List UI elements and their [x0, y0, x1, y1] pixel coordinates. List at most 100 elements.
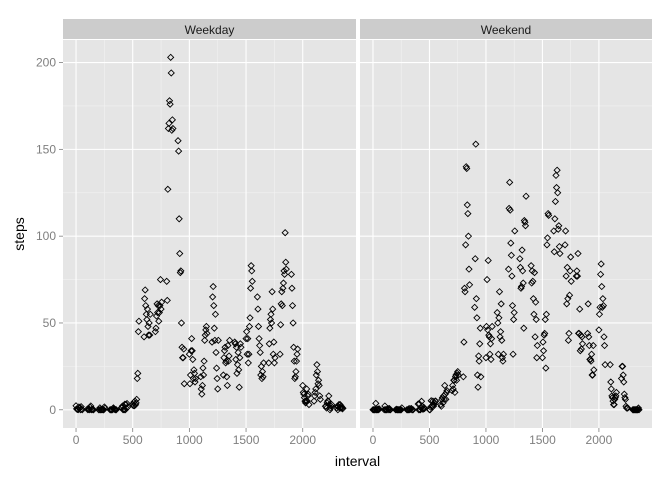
data-point-weekday: [258, 374, 266, 383]
data-point-weekday: [299, 381, 307, 390]
data-point-weekday: [133, 374, 141, 383]
data-point-weekday: [271, 354, 279, 362]
data-point-weekend: [595, 326, 603, 334]
data-point-weekend: [533, 341, 541, 350]
data-point-weekday: [242, 334, 250, 343]
strip-label-weekend: Weekend: [481, 23, 531, 37]
data-point-weekend: [494, 350, 503, 358]
data-point-weekend: [596, 270, 605, 278]
data-point-weekend: [541, 329, 549, 338]
data-point-weekend: [519, 279, 527, 287]
data-point-weekend: [476, 324, 484, 332]
panel-weekend: Weekend 0 500 1000 1500 2000: [360, 19, 652, 447]
x-tick-label: 500: [419, 433, 439, 447]
data-point-weekday: [222, 357, 230, 365]
data-point-weekday: [210, 324, 218, 332]
data-point-weekday: [243, 350, 251, 358]
data-point-weekend: [459, 373, 467, 381]
data-point-weekday: [280, 267, 288, 275]
data-point-weekend: [618, 362, 627, 371]
data-point-weekday: [268, 288, 276, 296]
data-point-weekday: [278, 301, 286, 310]
data-point-weekend: [587, 357, 595, 365]
data-point-weekday: [248, 267, 256, 275]
data-point-weekend: [599, 301, 608, 310]
x-tick-label: 500: [123, 433, 143, 447]
data-point-weekday: [235, 366, 243, 374]
data-point-weekend: [578, 340, 587, 348]
data-point-weekend: [561, 227, 570, 235]
data-point-weekend: [496, 328, 505, 336]
data-point-weekday: [179, 354, 187, 362]
data-point-weekday: [180, 345, 188, 353]
data-point-weekend: [607, 378, 615, 386]
data-point-weekend: [545, 211, 553, 219]
data-point-weekday: [199, 364, 207, 372]
y-axis-tick-labels: 0 50 100 150 200: [36, 56, 63, 417]
data-point-weekday: [156, 275, 165, 284]
data-point-weekend: [460, 338, 468, 346]
y-tick-label: 200: [36, 56, 56, 70]
data-point-weekend: [532, 315, 540, 324]
data-point-weekend: [454, 371, 462, 379]
data-point-weekday: [154, 308, 162, 317]
data-point-weekday: [225, 336, 234, 344]
data-point-weekday: [77, 403, 85, 411]
data-point-weekday: [169, 124, 177, 133]
data-point-weekday: [254, 305, 262, 313]
data-point-weekend: [521, 218, 529, 226]
data-point-weekend: [506, 206, 514, 214]
data-point-weekend: [471, 255, 479, 263]
y-tick-label: 150: [36, 142, 56, 156]
data-point-weekday: [202, 322, 211, 331]
data-point-weekend: [516, 255, 524, 263]
data-point-weekday: [141, 286, 149, 294]
data-point-weekday: [188, 334, 196, 343]
data-point-weekend: [589, 371, 597, 379]
data-point-weekday: [231, 340, 239, 348]
data-point-weekday: [221, 343, 229, 351]
data-point-weekend: [499, 357, 507, 365]
data-point-weekend: [432, 397, 440, 405]
data-point-weekday: [134, 369, 142, 377]
data-point-weekend: [473, 371, 482, 379]
data-point-weekday: [211, 310, 220, 318]
data-point-weekday: [212, 364, 221, 372]
data-point-weekend: [507, 239, 515, 247]
data-point-weekend: [437, 400, 445, 409]
data-point-weekday: [246, 284, 255, 292]
data-point-weekday: [176, 249, 184, 258]
data-point-weekday: [279, 279, 288, 287]
data-point-weekday: [256, 341, 264, 350]
data-point-weekday: [151, 328, 160, 336]
data-point-weekend: [477, 373, 485, 381]
data-point-weekend: [606, 360, 614, 369]
data-point-weekend: [495, 288, 504, 296]
data-point-weekend: [499, 350, 508, 358]
data-point-weekend: [566, 267, 574, 275]
data-point-weekday: [180, 380, 188, 388]
data-point-weekend: [504, 265, 513, 273]
data-point-weekday: [163, 296, 171, 305]
data-point-weekday: [236, 354, 244, 362]
data-point-weekday: [281, 229, 289, 237]
data-point-weekend: [577, 345, 586, 353]
data-point-weekend: [465, 281, 474, 289]
data-point-weekend: [448, 381, 457, 390]
x-tick-labels-weekday: 0 500 1000 1500 2000: [73, 428, 316, 447]
data-point-weekend: [572, 272, 580, 280]
data-point-weekend: [496, 333, 504, 341]
data-point-weekday: [289, 319, 297, 327]
data-point-weekend: [487, 355, 495, 364]
data-point-weekend: [635, 406, 643, 414]
data-point-weekend: [451, 388, 459, 397]
data-point-weekend: [471, 303, 479, 311]
data-point-weekend: [600, 333, 608, 341]
data-point-weekend: [473, 314, 481, 322]
data-point-weekend: [452, 376, 461, 384]
data-point-weekday: [191, 378, 199, 386]
data-point-weekday: [236, 340, 245, 348]
data-point-weekday: [101, 404, 109, 412]
data-point-weekend: [472, 295, 480, 303]
data-point-weekend: [465, 265, 473, 273]
